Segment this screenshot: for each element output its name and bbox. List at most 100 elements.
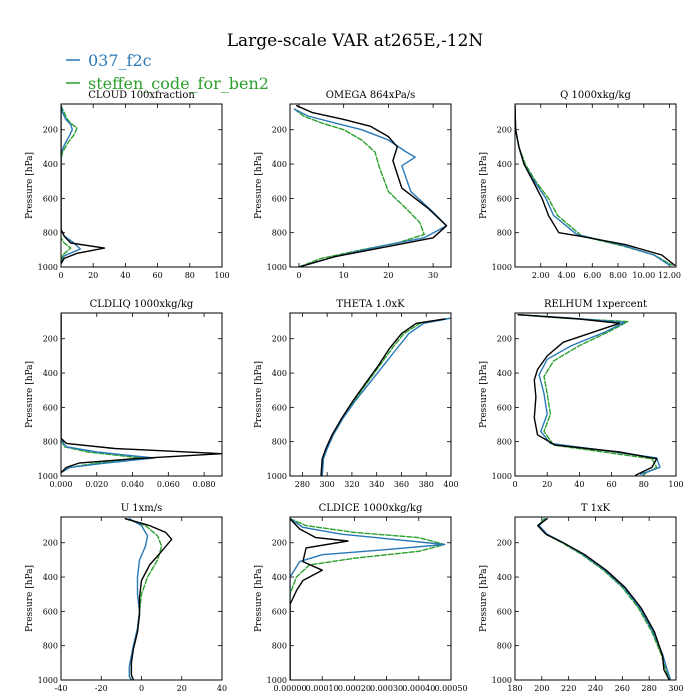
y-tick-label: 1000 [38,472,58,481]
x-tick-label: -40 [55,684,68,693]
series-line-steffen [61,104,78,265]
y-tick-label: 400 [497,369,512,378]
x-tick-label: 4.00 [558,271,576,280]
panel-title: T 1xK [581,503,611,514]
x-tick-label: 340 [369,480,384,489]
y-axis-label: Pressure [hPa] [25,361,35,428]
y-tick-label: 800 [497,438,512,447]
y-tick-label: 400 [43,369,58,378]
series-group [61,314,222,474]
series-line-steffen [537,518,670,680]
panel-theta: THETA 1.0xK Pressure [hPa] 200 400 600 800 100… [254,299,459,489]
x-tick-label: 60 [607,480,617,489]
series-line-control [124,518,173,680]
y-tick-label: 1000 [492,472,512,481]
y-axis-label: Pressure [hPa] [479,152,489,219]
y-tick-label: 200 [497,335,512,344]
series-line-control [515,104,676,266]
y-tick-label: 400 [272,160,287,169]
series-line-037-f2c [290,518,446,680]
panel-title: CLOUD 100xfraction [88,90,195,101]
x-tick-label: 0.040 [121,480,144,489]
x-tick-label: 20 [177,684,187,693]
x-tick-label: 280 [642,684,657,693]
x-tick-label: 40 [120,271,130,280]
y-tick-label: 400 [272,369,287,378]
y-tick-label: 600 [497,403,512,412]
y-axis-label: Pressure [hPa] [254,361,264,428]
y-tick-label: 400 [43,160,58,169]
series-group [293,104,448,267]
plot-frame [60,516,223,681]
plot-frame [514,103,677,268]
series-line-037-f2c [538,518,672,680]
figure-title: Large-scale VAR at265E,-12N [227,31,484,51]
panel-cldice: CLDICE 1000xkg/kg Pressure [hPa] 200 400 600… [254,503,468,693]
y-axis-label: Pressure [hPa] [479,361,489,428]
series-line-control [537,518,670,680]
series-group [517,314,661,476]
x-tick-label: 0.060 [157,480,180,489]
panel-title: CLDLIQ 1000xkg/kg [90,299,194,310]
panel-cldliq: CLDLIQ 1000xkg/kg Pressure [hPa] 200 400 600… [25,299,223,489]
series-line-037-f2c [321,317,451,476]
plot-frame [514,516,677,681]
series-group [290,518,446,680]
y-tick-label: 800 [43,642,58,651]
series-line-control [290,518,349,680]
x-tick-label: -20 [95,684,108,693]
series-group [537,518,672,680]
y-axis-label: Pressure [hPa] [25,152,35,219]
series-line-control [320,318,446,476]
y-tick-label: 600 [43,607,58,616]
y-tick-label: 400 [497,160,512,169]
x-tick-label: 0.00030 [370,684,403,693]
plot-frame [289,516,452,681]
x-tick-label: 0.020 [85,480,108,489]
y-tick-label: 200 [43,126,58,135]
x-tick-label: 40 [217,684,227,693]
series-line-steffen [290,518,446,680]
plot-frame [289,312,452,477]
x-tick-label: 20 [88,271,98,280]
x-tick-label: 30 [428,271,438,280]
y-tick-label: 200 [272,126,287,135]
plot-frame [60,103,223,268]
y-tick-label: 600 [43,194,58,203]
y-axis-label: Pressure [hPa] [254,152,264,219]
panel-title: OMEGA 864xPa/s [326,90,416,101]
panels-grid: CLOUD 100xfraction Pressure [hPa] 200 400 60… [25,90,684,693]
series-line-037-f2c [128,518,149,680]
x-tick-label: 40 [574,480,584,489]
series-line-control [296,104,448,267]
panel-title: Q 1000xkg/kg [560,90,631,101]
x-tick-label: 20 [383,271,393,280]
x-tick-label: 100 [668,480,683,489]
y-tick-label: 200 [272,539,287,548]
x-tick-label: 360 [394,480,409,489]
plot-frame [60,312,223,477]
x-tick-label: 6.00 [583,271,601,280]
series-group [124,518,173,680]
series-group [320,317,451,476]
x-tick-label: 20 [542,480,552,489]
y-tick-label: 1000 [38,263,58,272]
x-tick-label: 8.00 [609,271,627,280]
panel-title: THETA 1.0xK [336,299,405,310]
x-tick-label: 0.00040 [402,684,435,693]
series-line-037-f2c [61,104,82,265]
y-tick-label: 1000 [267,472,287,481]
y-tick-label: 800 [43,438,58,447]
x-tick-label: 380 [419,480,434,489]
x-tick-label: 180 [507,684,522,693]
series-line-control [517,314,658,476]
y-tick-label: 400 [272,573,287,582]
series-line-control [61,314,222,474]
series-line-steffen [517,314,658,475]
x-tick-label: 220 [561,684,576,693]
series-line-037-f2c [61,314,155,474]
x-tick-label: 240 [588,684,603,693]
plot-frame [514,312,677,477]
